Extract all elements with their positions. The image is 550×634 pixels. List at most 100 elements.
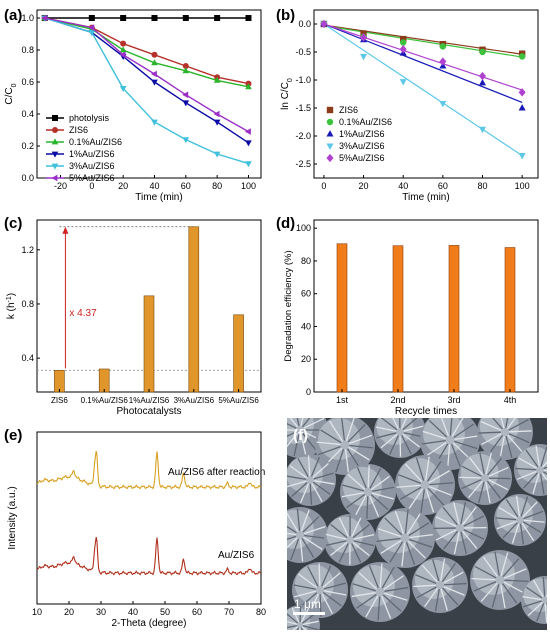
chart-b-xlabel: Time (min) <box>402 192 449 203</box>
sem-petal <box>377 596 381 621</box>
chart-a-xtick-label: 80 <box>212 181 222 191</box>
chart-a-point <box>245 161 252 168</box>
chart-d-ytick-label: 20 <box>301 354 311 364</box>
sem-petal <box>287 480 307 488</box>
sem-petal <box>449 418 453 436</box>
sem-petal <box>508 433 530 444</box>
sem-petal <box>356 467 367 489</box>
chart-a-point <box>213 76 221 83</box>
sem-petal <box>541 472 547 482</box>
chart-a-point <box>151 119 158 126</box>
sem-petal <box>515 495 521 517</box>
chart-b-point <box>478 71 487 81</box>
chart-b-point <box>399 79 407 86</box>
chart-a-point <box>119 86 127 92</box>
sem-petal <box>499 436 505 459</box>
chart-b-point <box>518 104 526 111</box>
sem-petal <box>503 581 526 595</box>
chart-a-ytick-label: 0.8 <box>21 45 34 55</box>
chart-a-point <box>151 79 158 86</box>
sem-petal <box>471 577 496 581</box>
sem-petal <box>451 443 461 467</box>
chart-c-bar <box>143 295 155 393</box>
sem-petal <box>351 543 362 563</box>
sem-petal <box>502 522 518 539</box>
sem-petal <box>504 579 529 583</box>
sem-petal <box>329 420 344 442</box>
scale-bar-label: 1 μm <box>294 597 321 611</box>
sem-petal <box>463 515 485 527</box>
sem-petal <box>507 434 523 453</box>
sem-petal <box>304 534 327 539</box>
sem-petal <box>301 626 307 630</box>
sem-petal <box>540 446 547 467</box>
sem-petal <box>352 524 370 539</box>
sem-petal <box>382 594 402 612</box>
chart-d-xtick-label: 2nd <box>390 395 405 405</box>
sem-petal <box>525 586 543 599</box>
sem-petal <box>461 465 482 477</box>
sem-petal <box>351 592 376 598</box>
chart-a-point <box>244 128 251 135</box>
sem-sphere-highlight <box>287 509 314 549</box>
sem-petal <box>485 452 492 475</box>
sem-petal <box>481 433 502 446</box>
sem-petal <box>492 418 503 430</box>
chart-a-legend-label: 0.1%Au/ZIS6 <box>69 137 122 147</box>
chart-d-ytick-label: 100 <box>296 223 311 233</box>
chart-e-pattern-line <box>36 536 262 576</box>
sem-petal <box>303 536 323 551</box>
sem-petal <box>371 475 390 491</box>
chart-b-ytick-label: -1.0 <box>295 75 311 85</box>
chart-a-point <box>119 46 127 53</box>
sem-petal <box>468 457 484 476</box>
sem-petal <box>300 433 307 457</box>
chart-c-arrow-head <box>62 226 69 234</box>
sem-petal <box>383 575 404 590</box>
sem-petal <box>338 517 349 537</box>
sem-petal <box>335 449 345 473</box>
sem-petal <box>416 586 437 599</box>
chart-a-ytick-label: 0.6 <box>21 77 34 87</box>
sem-sphere-highlight <box>496 496 533 533</box>
sem-petal <box>500 418 505 429</box>
chart-d-ylabel: Degradation efficiency (%) <box>283 250 294 361</box>
sem-petal <box>287 535 297 541</box>
sem-petal <box>480 582 498 602</box>
chart-a-point <box>182 100 190 107</box>
sem-petal <box>432 559 440 582</box>
sem-petal <box>516 470 537 480</box>
sem-petal <box>488 479 509 491</box>
sem-petal <box>443 586 465 596</box>
sem-petal <box>434 589 440 612</box>
sem-petal <box>495 517 517 521</box>
panel-label-f: (f) <box>293 427 308 444</box>
chart-c-bar <box>98 368 110 393</box>
chart-a-xtick-label: 60 <box>181 181 191 191</box>
chart-b-legend-label: 3%Au/ZIS6 <box>339 141 385 151</box>
sem-petal <box>375 432 397 439</box>
chart-a-point <box>88 30 96 36</box>
sem-petal <box>505 499 519 518</box>
chart-d-xtick-label: 4th <box>504 395 517 405</box>
sem-petal <box>543 466 547 470</box>
sem-petal <box>405 542 416 566</box>
sem-petal <box>380 433 398 449</box>
chart-a-frame <box>36 9 262 179</box>
chart-a-point <box>119 51 126 59</box>
sem-petal <box>365 595 379 618</box>
sem-petal <box>440 418 449 437</box>
chart-a-xtick-label: 40 <box>149 181 159 191</box>
sem-petal <box>310 456 320 477</box>
chart-b-xtick-label: 80 <box>477 181 487 191</box>
chart-b-point <box>479 48 486 56</box>
chart-a-legend-label: photolysis <box>69 113 110 123</box>
sem-petal <box>473 581 497 592</box>
sem-petal <box>485 481 491 504</box>
chart-c-bar <box>54 370 65 393</box>
sem-petal <box>380 418 398 431</box>
sem-petal <box>316 441 341 446</box>
sem-petal <box>292 626 298 630</box>
sem-sphere-highlight <box>318 418 360 460</box>
chart-e-xtick-label: 30 <box>96 607 106 617</box>
